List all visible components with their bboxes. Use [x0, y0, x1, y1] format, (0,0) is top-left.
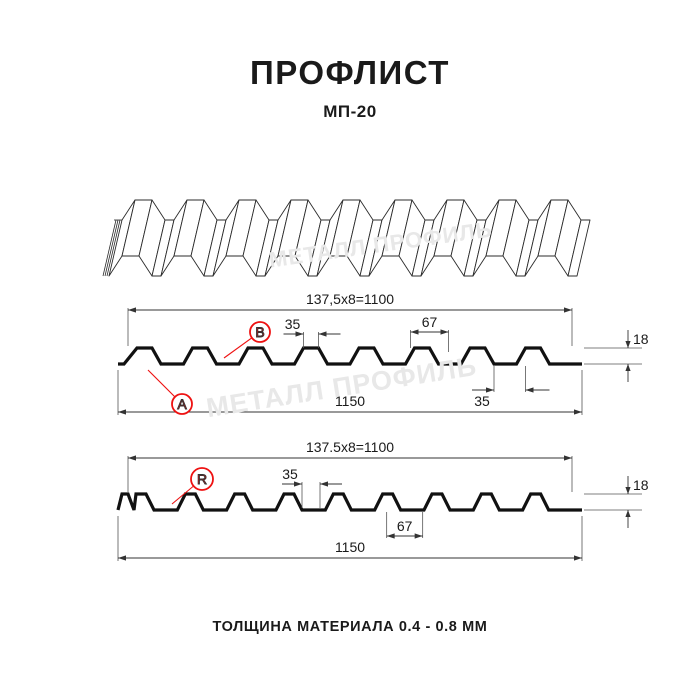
svg-text:1150: 1150	[335, 393, 365, 409]
isometric-svg	[102, 199, 591, 277]
svg-text:35: 35	[474, 393, 490, 409]
svg-text:67: 67	[397, 518, 413, 534]
svg-text:137.5x8=1100: 137.5x8=1100	[306, 440, 394, 455]
svg-text:B: B	[255, 324, 264, 340]
svg-text:1150: 1150	[335, 539, 365, 555]
page-title: ПРОФЛИСТ	[250, 54, 450, 91]
product-model-label: МП-20	[323, 102, 377, 121]
svg-text:18: 18	[633, 477, 649, 493]
svg-text:137,5x8=1100: 137,5x8=1100	[306, 292, 394, 307]
profile-diagram-two: R 137.5x8=1100 1150 35 67 18	[0, 440, 700, 575]
material-thickness-note: ТОЛЩИНА МАТЕРИАЛА 0.4 - 0.8 ММ	[212, 619, 488, 635]
svg-text:R: R	[197, 471, 207, 487]
svg-text:35: 35	[285, 316, 301, 332]
isometric-view	[0, 160, 700, 290]
svg-text:18: 18	[633, 331, 649, 347]
profile-two-svg: R 137.5x8=1100 1150 35 67 18	[116, 440, 649, 561]
profile-diagram-one: A B 137,5x8=1100 1150 35 67 35 18	[0, 292, 700, 427]
title-block: ПРОФЛИСТ МП-20	[0, 56, 700, 120]
profile-one-svg: A B 137,5x8=1100 1150 35 67 35 18	[117, 292, 649, 415]
svg-text:67: 67	[422, 314, 438, 330]
svg-text:A: A	[177, 396, 187, 412]
svg-text:35: 35	[282, 466, 298, 482]
